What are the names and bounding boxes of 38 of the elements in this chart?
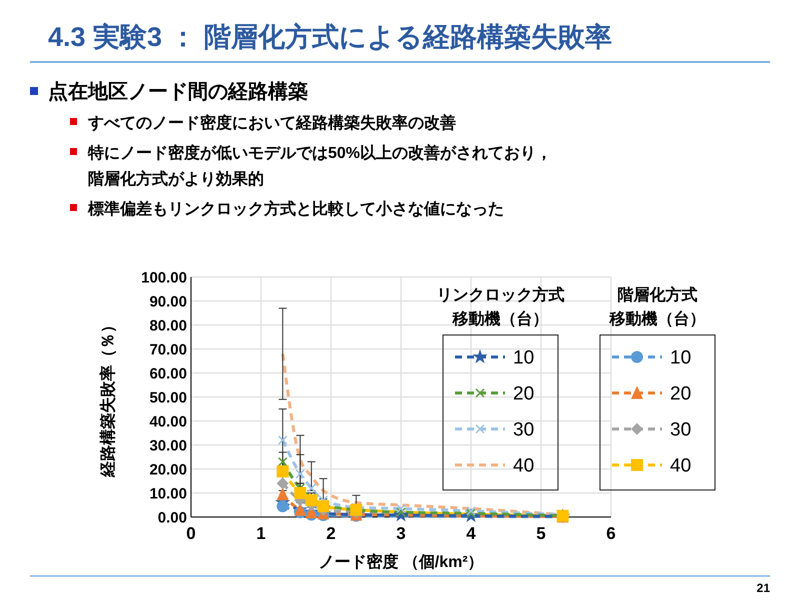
legend-label: 30 [670,420,692,441]
y-tick-label: 40.00 [149,413,187,430]
x-tick-label: 6 [606,524,616,543]
x-tick-label: 2 [326,524,336,543]
text: 階層化方式 [618,287,698,304]
legend-label: 10 [513,348,534,369]
text: 移動機（台） [452,311,548,328]
y-tick-label: 80.00 [149,317,187,334]
text: すべてのノード密度において経路構築失敗率の改善 [87,113,456,132]
x-tick-label: 4 [466,524,476,543]
x-axis-title: ノード密度 （個/km²） [318,552,484,571]
legend-label: 30 [513,420,534,441]
y-tick-label: 50.00 [149,389,187,406]
y-tick-label: 90.00 [149,293,187,310]
legend-label: 20 [513,384,534,405]
y-tick-label: 70.00 [149,341,187,358]
legend-label: 40 [513,456,534,477]
legend-label: 40 [670,456,692,477]
y-tick-label: 100.00 [141,269,187,286]
x-tick-label: 1 [256,524,266,543]
x-tick-label: 5 [536,524,546,543]
text: 特にノード密度が低いモデルでは50%以上の改善がされており，階層化方式がより効果的 [87,143,552,188]
chart-title: 4.3 実験3 ： 階層化方式による経路構築失敗率 [48,22,612,52]
y-tick-label: 30.00 [149,437,187,454]
y-axis-title: 経路構築失敗率（％） [98,317,117,478]
y-tick-label: 60.00 [149,365,187,382]
y-tick-label: 20.00 [149,461,187,478]
chart-subtitle: 点在地区ノード間の経路構築 [48,81,308,103]
x-tick-label: 3 [396,524,406,543]
y-tick-label: 0.00 [158,509,187,526]
legend-label: 10 [670,348,692,369]
text: 21 [756,581,770,595]
text: 移動機（台） [610,311,706,328]
text: リンクロック方式 [436,287,564,304]
x-tick-label: 0 [186,524,196,543]
text: 標準偏差もリンクロック方式と比較して小さな値になった [87,199,504,218]
legend-label: 20 [670,384,692,405]
y-tick-label: 10.00 [149,485,187,502]
